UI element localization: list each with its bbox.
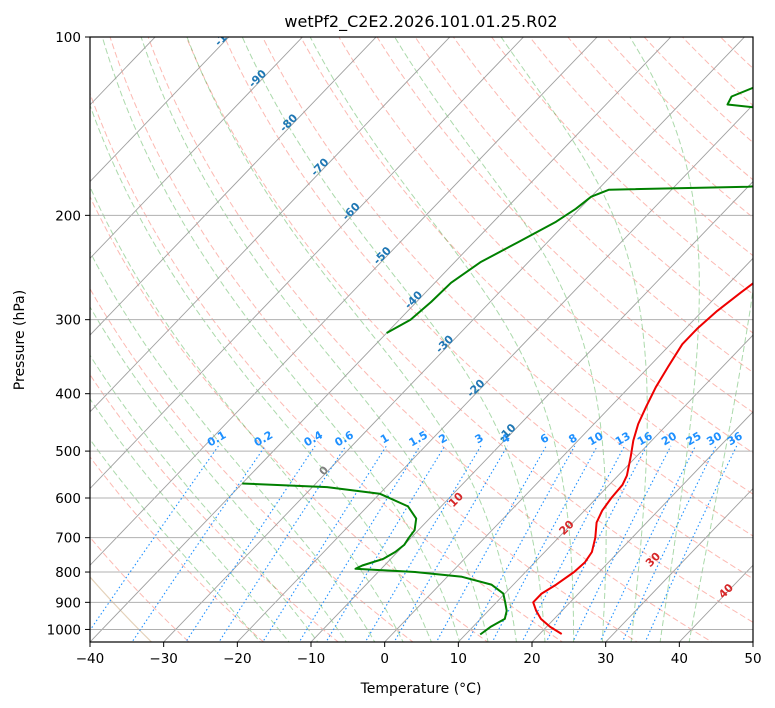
moist-adiabat [140,37,489,642]
dewpoint-profile-line [386,86,753,334]
y-tick-label: 900 [55,595,81,611]
x-tick-label: 50 [744,651,761,667]
dry-adiabat [223,37,753,580]
moist-adiabat [90,398,290,642]
mixing-ratio-line [218,445,347,642]
data-series [242,86,753,636]
x-tick-label: −40 [76,651,105,667]
dry-adiabat [529,37,753,257]
isotherm-line [605,487,753,642]
x-tick-label: 20 [523,651,540,667]
y-tick-label: 300 [55,313,81,329]
isotherm-line [90,37,525,490]
mixing-ratio-line [262,445,387,642]
moist-adiabat [90,250,376,642]
moist-adiabat [90,103,432,642]
dry-adiabat [185,37,753,623]
dry-adiabat [90,456,265,642]
moist-adiabat [90,185,404,642]
x-axis-label: Temperature (°C) [360,681,482,697]
y-tick-label: 700 [55,531,81,547]
moist-adiabat [90,354,319,642]
moist-adiabat [90,438,261,642]
x-tick-label: −30 [149,651,178,667]
dewpoint-profile-line [242,482,508,636]
x-tick-label: −20 [223,651,252,667]
chart-title: wetPf2_C2E2.2026.101.01.25.R02 [284,12,557,32]
y-axis-label: Pressure (hPa) [12,290,28,390]
moist-adiabat [309,37,575,642]
y-tick-label: 600 [55,491,81,507]
x-tick-label: 30 [597,651,614,667]
isotherm-line [90,37,451,413]
x-tick-label: 10 [450,651,467,667]
dry-adiabat [90,287,414,642]
isotherm-line [90,37,377,336]
moist-adiabat [629,37,700,642]
mixing-ratio-line [466,445,576,642]
dry-adiabat [567,37,753,219]
isotherm-label: -100 [212,20,241,49]
dry-adiabat [147,37,713,642]
dry-adiabat [90,92,564,642]
isotherm-line [163,37,746,642]
mixing-ratio-line [298,445,421,642]
moist-adiabat [500,37,648,642]
y-tick-label: 500 [55,444,81,460]
background-reference-lines [90,37,753,642]
isotherm-line [236,104,753,642]
y-tick-label: 800 [55,565,81,581]
y-tick-label: 200 [55,208,81,224]
x-tick-label: 0 [380,651,389,667]
mixing-ratio-line [325,445,446,642]
mixing-ratio-line [185,445,316,642]
dry-adiabat [490,37,753,295]
moist-adiabat [241,37,546,642]
y-tick-label: 100 [55,30,81,46]
plot-frame [89,36,754,643]
dry-adiabat [109,37,638,642]
temperature-profile-line [532,282,753,635]
mixing-ratio-line [599,445,696,642]
moist-adiabat [186,37,518,642]
mixing-ratio-line [491,445,598,642]
mixing-ratio-line [131,445,266,642]
dry-adiabat [90,536,190,642]
y-tick-label: 400 [55,387,81,403]
isotherm-line [384,257,753,642]
x-tick-label: −10 [297,651,326,667]
dry-adiabat [414,37,753,374]
isotherm-line [457,334,753,642]
isotherm-line [90,37,230,183]
isotherm-line [531,411,753,642]
moist-adiabat [394,37,607,642]
mixing-ratio-line [521,445,626,642]
dry-adiabat [376,37,753,413]
x-tick-label: 40 [671,651,688,667]
isotherm-line [90,37,598,566]
isotherm-line [90,37,304,259]
dry-adiabat [452,37,753,334]
moist-adiabat [688,287,753,642]
axis-ticks: −40 −30 −20 −10 0 10 20 30 40 50 100 200 300 400 500 60… [47,30,762,667]
y-tick-label: 1000 [47,622,81,638]
dry-adiabat [90,195,489,642]
mixing-ratio-line [364,445,482,642]
